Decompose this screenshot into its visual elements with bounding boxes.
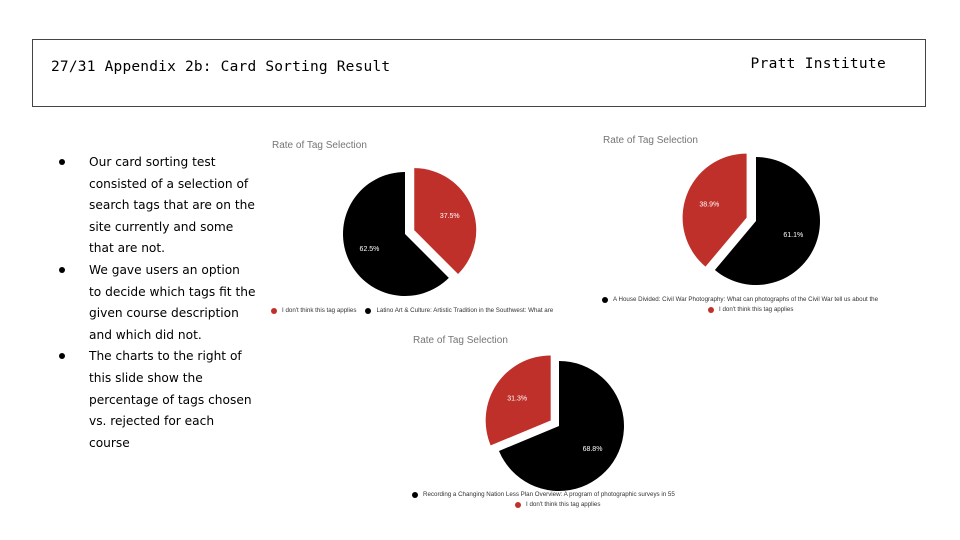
slice-label: 68.8% [583, 446, 603, 453]
legend-item: Recording a Changing Nation Less Plan Ov… [412, 491, 675, 498]
pie-svg: 37.5% 62.5% [343, 168, 477, 296]
legend-label: I don't think this tag applies [719, 306, 794, 313]
chart-legend: Recording a Changing Nation Less Plan Ov… [412, 491, 684, 498]
pie-slice [714, 157, 820, 285]
chart-title: Rate of Tag Selection [413, 335, 508, 346]
legend-item: I don't think this tag applies [708, 306, 793, 313]
bullet-text: We gave users an option to decide which … [89, 262, 256, 342]
pie-chart-civil-war: Rate of Tag Selection 61.1% 38.9% A House… [596, 133, 926, 318]
bullet-icon [59, 266, 65, 273]
legend-swatch [412, 491, 418, 498]
bullet-item: We gave users an option to decide which … [56, 260, 256, 346]
legend-label: I don't think this tag applies [526, 501, 601, 508]
bullet-item: Our card sorting test consisted of a sel… [56, 152, 256, 260]
legend-item: A House Divided: Civil War Photography: … [602, 296, 878, 303]
bullet-icon [59, 159, 65, 165]
pie-slice [682, 153, 747, 267]
chart-legend: I don't think this tag applies [515, 501, 609, 508]
bullet-text: The charts to the right of this slide sh… [89, 349, 252, 450]
chart-legend: I don't think this tag applies [708, 306, 802, 313]
chart-title: Rate of Tag Selection [603, 135, 698, 146]
legend-label: A House Divided: Civil War Photography: … [613, 296, 879, 303]
slice-label: 38.9% [699, 202, 719, 209]
slide-title: 27/31 Appendix 2b: Card Sorting Result [51, 59, 391, 75]
legend-item: I don't think this tag applies [271, 307, 356, 314]
legend-swatch [708, 306, 714, 313]
organization-name: Pratt Institute [750, 56, 886, 72]
legend-item: I don't think this tag applies [515, 501, 600, 508]
slice-label: 61.1% [783, 232, 803, 239]
slide-header: 27/31 Appendix 2b: Card Sorting Result P… [32, 39, 926, 107]
pie-slice [485, 355, 551, 446]
legend-swatch [271, 307, 277, 314]
pie-slice [498, 361, 624, 491]
bullet-item: The charts to the right of this slide sh… [56, 346, 256, 454]
chart-legend: A House Divided: Civil War Photography: … [602, 296, 887, 303]
pie-svg: 61.1% 38.9% [682, 153, 820, 285]
legend-label: Latino Art & Culture: Artistic Tradition… [376, 307, 554, 314]
chart-legend: I don't think this tag applies Latino Ar… [271, 307, 562, 314]
legend-swatch [602, 296, 608, 303]
bullet-text: Our card sorting test consisted of a sel… [89, 155, 255, 256]
legend-swatch [515, 501, 521, 508]
legend-item: Latino Art & Culture: Artistic Tradition… [365, 307, 553, 314]
legend-swatch [365, 307, 372, 314]
slice-label: 31.3% [507, 396, 527, 403]
pie-slice [343, 172, 449, 296]
pie-chart-changing-nation: Rate of Tag Selection 68.8% 31.3% Recordi… [406, 333, 706, 513]
legend-label: I don't think this tag applies [282, 307, 357, 314]
legend-label: Recording a Changing Nation Less Plan Ov… [423, 491, 675, 498]
slice-label: 37.5% [440, 213, 460, 220]
bullet-list: Our card sorting test consisted of a sel… [56, 152, 256, 454]
pie-chart-latino-art: Rate of Tag Selection 37.5% 62.5% I don't… [265, 138, 575, 318]
pie-slice [414, 168, 477, 275]
chart-title: Rate of Tag Selection [272, 140, 367, 151]
slice-label: 62.5% [360, 246, 380, 253]
bullet-icon [59, 353, 65, 360]
pie-svg: 68.8% 31.3% [485, 355, 624, 491]
